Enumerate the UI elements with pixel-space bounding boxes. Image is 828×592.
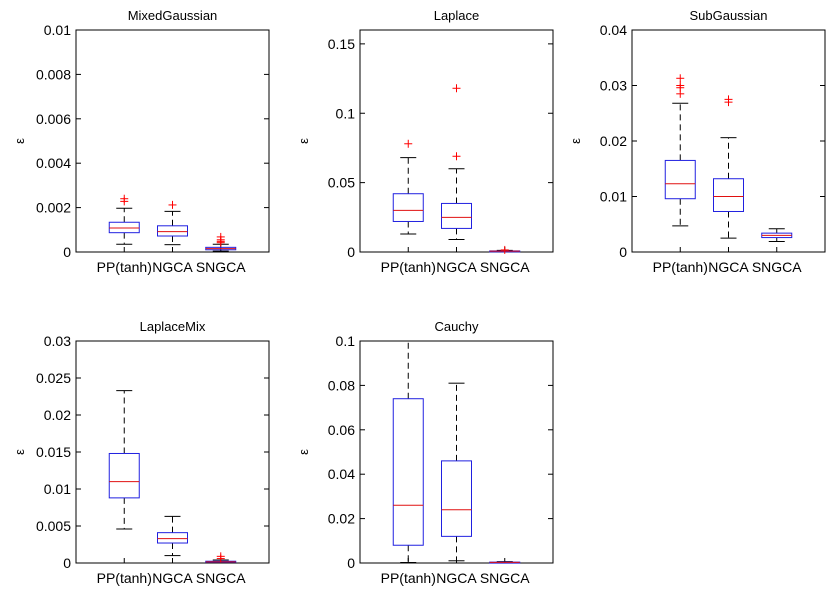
- y-tick-label: 0.008: [36, 66, 71, 82]
- chart-title: SubGaussian: [689, 8, 767, 23]
- chart-panel-laplace: Laplace ε 0 0.05 0.1 0.15 PP(tanh) NGCA SNGCA: [296, 8, 554, 275]
- x-tick-label: NGCA: [152, 259, 193, 275]
- box-ngca: [713, 95, 744, 239]
- x-tick-label: NGCA: [436, 259, 477, 275]
- y-tick-label: 0.025: [36, 370, 71, 386]
- chart-title: Cauchy: [434, 319, 479, 334]
- y-axis-label: ε: [568, 138, 583, 144]
- y-tick-label: 0.02: [44, 407, 71, 423]
- outlier-marker: [168, 200, 177, 209]
- y-tick-label: 0.02: [600, 133, 627, 149]
- outlier-marker: [500, 245, 509, 254]
- y-tick-label: 0.015: [36, 444, 71, 460]
- outlier-marker: [404, 139, 413, 148]
- box-sngca: [761, 228, 793, 242]
- y-tick-label: 0.005: [36, 518, 71, 534]
- y-tick-label: 0.01: [44, 481, 71, 497]
- y-tick-label: 0: [63, 555, 71, 571]
- box-sngca: [489, 561, 521, 564]
- y-tick-label: 0.1: [336, 105, 356, 121]
- box-ngca: [157, 200, 188, 246]
- y-tick-label: 0.03: [600, 78, 627, 94]
- axes-frame: [631, 29, 826, 253]
- x-tick-label: PP(tanh): [381, 259, 436, 275]
- y-tick-label: 0.02: [328, 511, 355, 527]
- y-axis-label: ε: [12, 138, 27, 144]
- iqr-box: [441, 460, 472, 537]
- x-tick-label: PP(tanh): [97, 259, 152, 275]
- y-tick-label: 0: [347, 555, 355, 571]
- chart-panel-laplacemix: LaplaceMix ε 0 0.005 0.01 0.015 0.02 0.025 0.03 P…: [12, 319, 270, 586]
- x-tick-label: PP(tanh): [381, 570, 436, 586]
- axes-frame: [359, 340, 554, 564]
- y-tick-label: 0.002: [36, 200, 71, 216]
- box-sngca: [205, 552, 237, 564]
- axes-frame: [75, 29, 270, 253]
- box-pp-tanh: [664, 74, 696, 227]
- iqr-box: [441, 202, 472, 229]
- y-tick-label: 0.004: [36, 155, 71, 171]
- y-axis-label: ε: [12, 449, 27, 455]
- iqr-box: [108, 221, 140, 234]
- y-tick-label: 0.006: [36, 111, 71, 127]
- y-tick-label: 0.06: [328, 422, 355, 438]
- box-pp-tanh: [108, 194, 140, 245]
- x-tick-label: SNGCA: [480, 259, 530, 275]
- box-ngca: [441, 84, 472, 241]
- iqr-box: [108, 452, 140, 499]
- y-tick-label: 0: [63, 244, 71, 260]
- chart-title: LaplaceMix: [140, 319, 206, 334]
- box-pp-tanh: [108, 390, 140, 530]
- iqr-box: [713, 178, 744, 212]
- y-tick-label: 0.05: [328, 175, 355, 191]
- outlier-marker: [452, 152, 461, 161]
- chart-panel-cauchy: Cauchy ε 0 0.02 0.04 0.06 0.08 0.1 PP(tanh) NGCA S…: [296, 319, 554, 586]
- outlier-marker: [724, 95, 733, 104]
- iqr-box: [664, 159, 696, 200]
- y-tick-label: 0.04: [600, 22, 627, 38]
- x-tick-label: PP(tanh): [97, 570, 152, 586]
- outlier-marker: [120, 194, 129, 203]
- axes-frame: [359, 29, 554, 253]
- box-ngca: [441, 382, 472, 562]
- x-tick-label: NGCA: [152, 570, 193, 586]
- iqr-box: [157, 532, 188, 544]
- outlier-marker: [676, 81, 685, 90]
- y-tick-label: 0.01: [44, 22, 71, 38]
- chart-panel-mixedgaussian: MixedGaussian ε 0 0.002 0.004 0.006 0.008 0.01 P…: [12, 8, 270, 275]
- outlier-marker: [676, 74, 685, 83]
- x-tick-label: SNGCA: [480, 570, 530, 586]
- iqr-box: [392, 193, 424, 222]
- outlier-marker: [216, 232, 225, 241]
- x-tick-label: NGCA: [708, 259, 749, 275]
- outlier-marker: [452, 84, 461, 93]
- outlier-marker: [216, 552, 225, 561]
- iqr-box: [157, 225, 188, 237]
- x-tick-label: SNGCA: [196, 570, 246, 586]
- x-tick-label: SNGCA: [196, 259, 246, 275]
- y-axis-label: ε: [296, 138, 311, 144]
- box-sngca: [205, 232, 237, 252]
- x-tick-label: SNGCA: [752, 259, 802, 275]
- y-tick-label: 0: [347, 244, 355, 260]
- box-sngca: [489, 245, 521, 254]
- y-tick-label: 0.15: [328, 36, 355, 52]
- x-tick-label: NGCA: [436, 570, 477, 586]
- y-tick-label: 0.08: [328, 377, 355, 393]
- x-tick-label: PP(tanh): [653, 259, 708, 275]
- chart-panel-subgaussian: SubGaussian ε 0 0.01 0.02 0.03 0.04 PP(tanh) NGC…: [568, 8, 826, 275]
- iqr-box: [392, 398, 424, 546]
- box-ngca: [157, 515, 188, 557]
- y-tick-label: 0.01: [600, 189, 627, 205]
- box-pp-tanh: [392, 139, 424, 235]
- y-tick-label: 0: [619, 244, 627, 260]
- y-tick-label: 0.04: [328, 466, 355, 482]
- box-pp-tanh: [392, 340, 424, 564]
- chart-title: MixedGaussian: [128, 8, 218, 23]
- chart-title: Laplace: [434, 8, 480, 23]
- y-tick-label: 0.03: [44, 333, 71, 349]
- y-tick-label: 0.1: [336, 333, 356, 349]
- y-axis-label: ε: [296, 449, 311, 455]
